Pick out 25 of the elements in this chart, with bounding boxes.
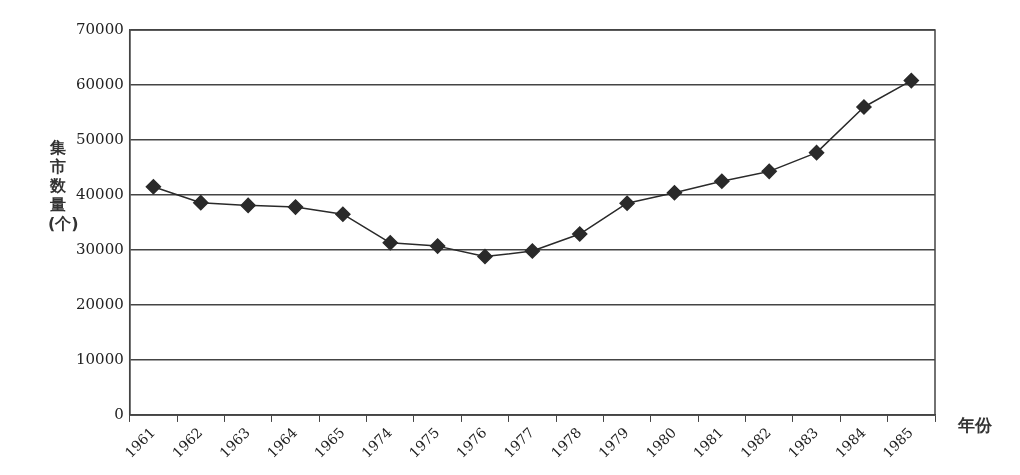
point	[477, 248, 493, 265]
y-tick-label: 50000	[76, 129, 124, 148]
point	[287, 199, 304, 215]
point	[903, 72, 920, 89]
point	[145, 178, 162, 195]
point	[382, 235, 398, 251]
point	[571, 226, 588, 242]
point	[429, 238, 446, 254]
y-tick-label: 10000	[76, 349, 124, 368]
point	[666, 185, 683, 201]
y-tick-label: 20000	[76, 294, 124, 313]
y-tick-label: 70000	[76, 19, 124, 38]
point	[524, 243, 541, 259]
y-tick-label: 0	[114, 404, 124, 423]
point	[761, 163, 777, 180]
point	[714, 173, 730, 189]
x-axis-title: 年份	[958, 414, 992, 437]
y-tick-label: 60000	[76, 74, 124, 93]
point	[808, 144, 825, 161]
point	[335, 206, 351, 222]
point	[193, 194, 209, 211]
point	[619, 195, 635, 211]
point	[240, 197, 256, 214]
y-tick-label: 30000	[76, 239, 124, 258]
point	[856, 99, 872, 115]
